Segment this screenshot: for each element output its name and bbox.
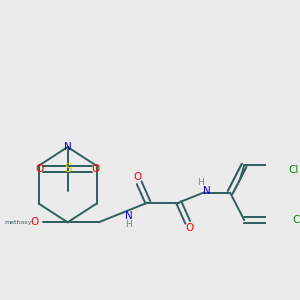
Text: N: N	[203, 186, 211, 196]
Text: H: H	[197, 178, 203, 187]
Text: H: H	[125, 220, 132, 229]
Text: Cl: Cl	[289, 165, 299, 175]
Text: Cl: Cl	[292, 215, 300, 225]
Text: N: N	[64, 142, 71, 152]
Text: O: O	[92, 164, 100, 174]
Text: O: O	[133, 172, 142, 182]
Text: methoxy: methoxy	[4, 220, 32, 225]
Text: S: S	[64, 162, 71, 175]
Text: N: N	[125, 212, 132, 221]
Text: O: O	[31, 217, 39, 227]
Text: O: O	[185, 223, 194, 233]
Text: O: O	[35, 164, 44, 174]
